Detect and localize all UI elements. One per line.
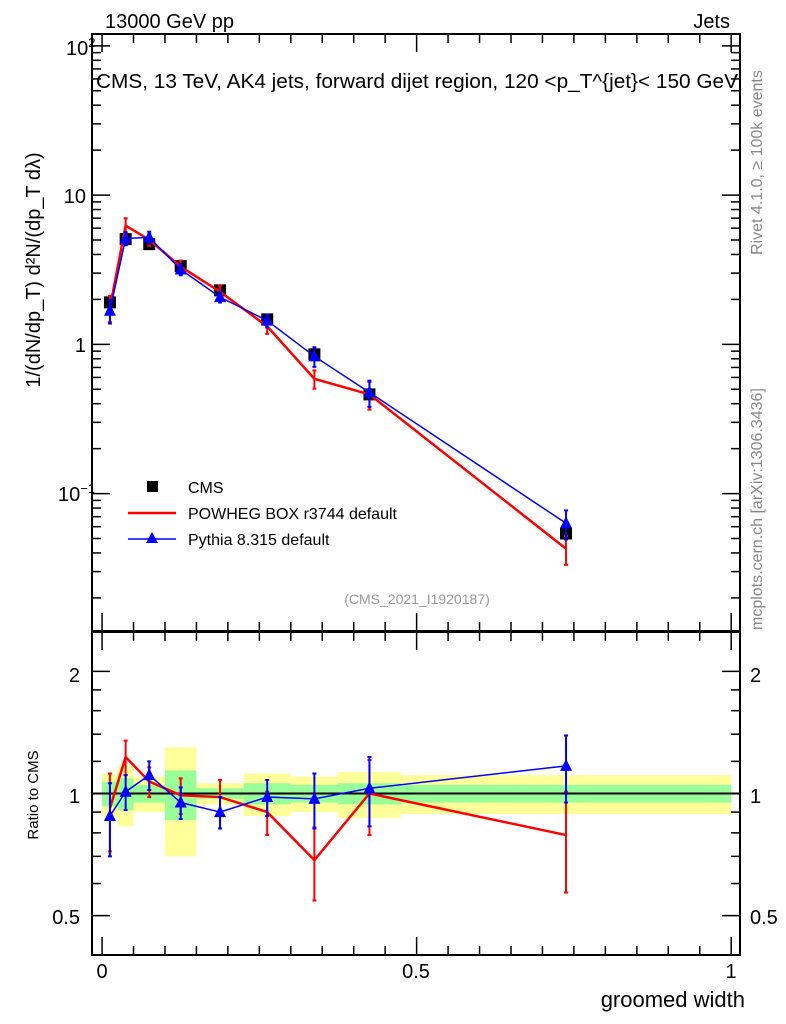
- legend-label-pythia: Pythia 8.315 default: [188, 532, 330, 549]
- legend-label-cms: CMS: [188, 480, 224, 497]
- ytick-label-10: 10: [64, 186, 86, 208]
- legend: CMS POWHEG BOX r3744 default Pythia 8.31…: [128, 480, 398, 549]
- ratio-ytick-label-1: 1: [69, 786, 80, 808]
- pythia-ratio-point: [560, 758, 573, 771]
- chart-marks: [103, 217, 573, 902]
- header-left: 13000 GeV pp: [105, 11, 234, 33]
- ratio-bands: [92, 747, 740, 857]
- xtick-label-0: 0: [96, 961, 107, 983]
- ytick-label-100: 102: [66, 35, 95, 60]
- pythia-ratio-point: [214, 805, 227, 818]
- analysis-id: (CMS_2021_I1920187): [344, 591, 490, 607]
- pythia-ratio-point: [363, 781, 376, 794]
- chart-title: CMS, 13 TeV, AK4 jets, forward dijet reg…: [96, 71, 739, 93]
- xtick-label-1: 1: [725, 961, 736, 983]
- pythia-point: [308, 349, 321, 362]
- ytick-label-1: 1: [75, 335, 86, 357]
- ratio-ytick-label-2: 2: [69, 665, 80, 687]
- ratio-ytick-label-right-0.5: 0.5: [750, 907, 778, 929]
- header-right: Jets: [693, 11, 730, 33]
- pythia-ratio-point: [174, 795, 187, 808]
- pythia-point: [261, 313, 274, 326]
- pythia-point: [363, 385, 376, 398]
- ratio-ytick-label-right-1: 1: [750, 786, 761, 808]
- rivet-label: Rivet 4.1.0, ≥ 100k events: [749, 70, 766, 255]
- ratio-ytick-label-right-2: 2: [750, 665, 761, 687]
- ytick-label-0.1: 10−1: [58, 481, 95, 506]
- xtick-label-0.5: 0.5: [402, 961, 430, 983]
- legend-marker-pythia: [146, 532, 158, 543]
- pythia-point: [103, 303, 116, 316]
- pythia-ratio-point: [103, 809, 116, 822]
- legend-marker-cms: [147, 481, 158, 492]
- ratio-ytick-label-0.5: 0.5: [52, 907, 80, 929]
- pythia-point: [560, 516, 573, 529]
- legend-label-powheg: POWHEG BOX r3744 default: [188, 506, 398, 523]
- axes: [91, 33, 741, 956]
- pythia-line: [109, 236, 567, 524]
- y-axis-label: 1/(dN/dp_T) d²N/(dp_T dλ): [23, 152, 45, 387]
- pythia-point: [119, 231, 132, 244]
- pythia-ratio-point: [143, 768, 156, 781]
- pythia-ratio-point: [119, 784, 132, 797]
- x-axis-label: groomed width: [601, 987, 745, 1012]
- pythia-ratio-point: [261, 790, 274, 803]
- pythia-ratio-point: [308, 791, 321, 804]
- pythia-point: [214, 290, 227, 303]
- pythia-point: [143, 230, 156, 243]
- mcplots-label: mcplots.cern.ch [arXiv:1306.3436]: [749, 388, 766, 630]
- ratio-y-axis-label: Ratio to CMS: [25, 750, 42, 839]
- pythia-point: [174, 262, 187, 275]
